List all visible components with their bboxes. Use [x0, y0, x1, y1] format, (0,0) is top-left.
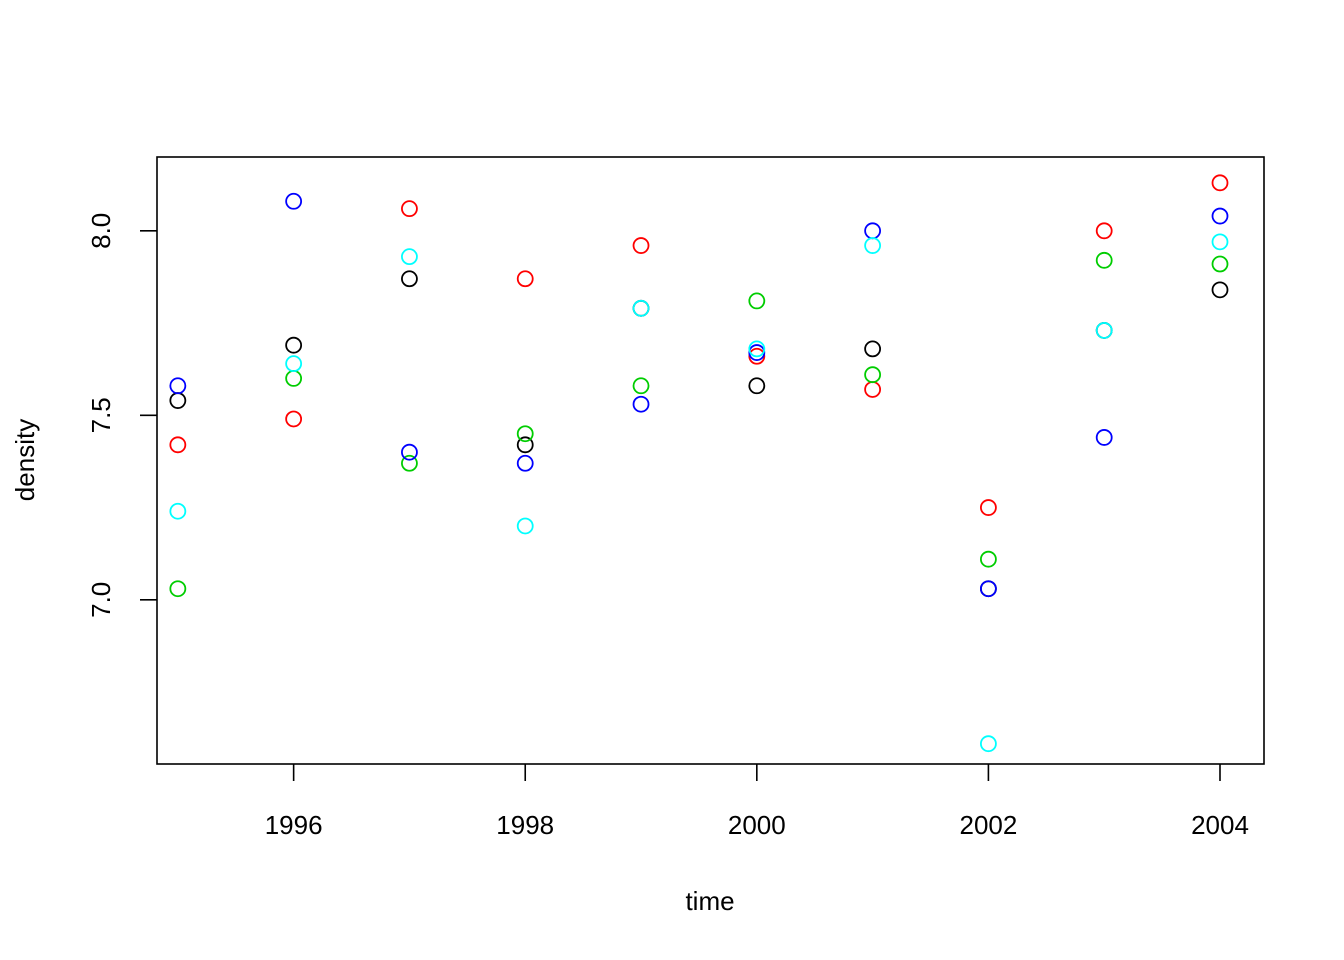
- data-point: [748, 340, 766, 358]
- y-axis: 7.0 7.5 8.0: [86, 213, 157, 618]
- data-point: [748, 344, 766, 361]
- x-tick-label: 1996: [265, 810, 323, 840]
- data-point: [1095, 429, 1113, 446]
- data-point: [1211, 174, 1229, 192]
- data-point: [285, 192, 303, 210]
- data-point: [285, 355, 303, 373]
- data-point: [748, 377, 766, 395]
- x-axis-label: time: [685, 886, 734, 916]
- y-tick-label: 7.5: [86, 397, 116, 433]
- data-point: [1095, 251, 1113, 269]
- x-tick-label: 2004: [1191, 810, 1249, 840]
- data-point: [1095, 222, 1113, 240]
- x-tick-label: 2002: [959, 810, 1017, 840]
- data-point: [401, 454, 418, 472]
- data-point: [632, 395, 650, 413]
- data-point: [516, 436, 534, 454]
- data-point: [285, 410, 303, 428]
- data-point: [864, 222, 882, 240]
- data-point: [864, 237, 882, 254]
- x-tick-label: 1998: [496, 810, 554, 840]
- plot-frame: [156, 156, 1265, 765]
- data-point: [1095, 322, 1113, 339]
- data-point: [980, 550, 997, 568]
- data-point: [169, 377, 187, 395]
- data-point: [516, 517, 534, 535]
- data-point: [632, 377, 650, 395]
- y-tick-label: 8.0: [86, 213, 116, 249]
- data-point: [516, 454, 534, 472]
- data-point: [285, 369, 303, 387]
- data-point: [169, 580, 187, 598]
- data-point: [401, 270, 418, 288]
- x-axis: 1996 1998 2000 2002 2004: [265, 764, 1249, 840]
- data-point: [1211, 233, 1229, 251]
- data-point: [748, 292, 766, 310]
- data-point: [632, 237, 650, 254]
- data-point: [401, 443, 418, 461]
- data-point: [864, 381, 882, 398]
- data-point: [864, 340, 882, 358]
- data-point: [980, 580, 997, 598]
- data-point: [864, 366, 882, 384]
- data-point: [516, 270, 534, 288]
- data-point: [1211, 207, 1229, 225]
- y-tick-label: 7.0: [86, 582, 116, 618]
- data-point: [1211, 281, 1229, 299]
- data-point: [169, 436, 187, 454]
- data-point: [285, 336, 303, 354]
- data-point: [169, 502, 187, 520]
- data-point: [401, 248, 418, 266]
- data-point: [169, 392, 187, 409]
- data-point: [401, 200, 418, 218]
- data-point: [632, 299, 650, 317]
- data-point: [1211, 255, 1229, 273]
- x-tick-label: 2000: [728, 810, 786, 840]
- data-points: [169, 174, 1229, 753]
- data-point: [516, 425, 534, 443]
- data-point: [980, 499, 997, 516]
- data-point: [980, 735, 997, 753]
- y-axis-label: density: [10, 419, 40, 501]
